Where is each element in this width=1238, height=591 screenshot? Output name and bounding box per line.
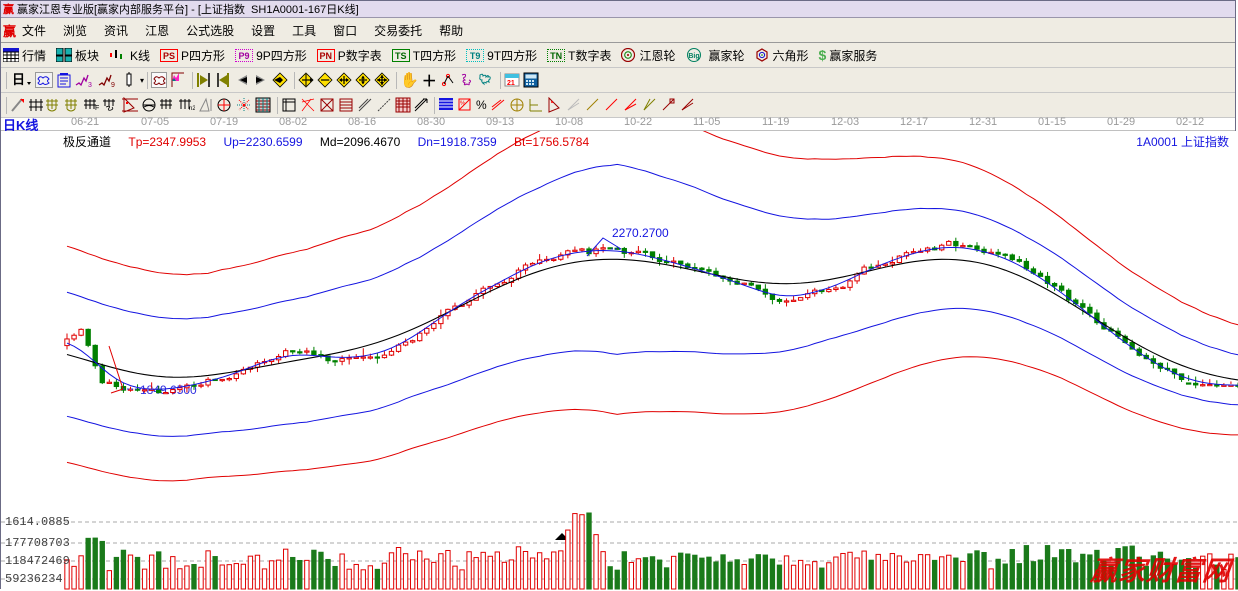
svg-text:21: 21: [507, 80, 515, 87]
svg-text:9: 9: [111, 82, 115, 88]
svg-text:F: F: [95, 105, 99, 112]
svg-text:日: 日: [12, 72, 25, 87]
svg-text:%: %: [460, 101, 466, 107]
svg-text:Big: Big: [689, 53, 700, 60]
svg-text:3: 3: [88, 82, 92, 88]
svg-text:n2: n2: [189, 106, 195, 112]
